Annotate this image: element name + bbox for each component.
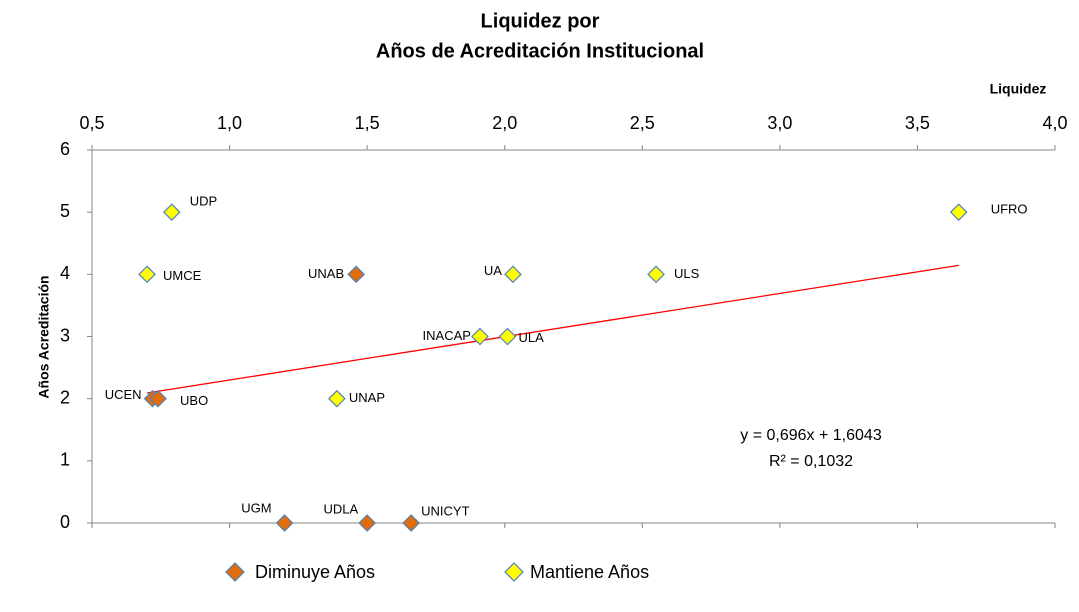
point-label: UNICYT bbox=[421, 503, 469, 518]
point-label: UA bbox=[484, 263, 502, 278]
x-axis-label: Liquidez bbox=[990, 81, 1047, 97]
x-tick-label: 0,5 bbox=[79, 113, 104, 133]
legend-label: Mantiene Años bbox=[530, 562, 649, 582]
point bbox=[949, 203, 968, 222]
legend-marker bbox=[504, 562, 524, 582]
y-tick-label: 4 bbox=[60, 263, 70, 283]
trend-equation: y = 0,696x + 1,6043 bbox=[740, 427, 882, 444]
point-label: UDP bbox=[190, 194, 217, 209]
point bbox=[138, 265, 156, 284]
point-label: UGM bbox=[241, 500, 271, 515]
point bbox=[358, 514, 376, 532]
trendline bbox=[146, 264, 959, 394]
x-tick-label: 3,5 bbox=[905, 113, 930, 133]
y-tick-label: 0 bbox=[60, 512, 70, 532]
point-label: INACAP bbox=[423, 328, 471, 343]
y-tick-label: 2 bbox=[60, 387, 70, 407]
y-tick-label: 5 bbox=[60, 201, 70, 221]
x-tick-label: 2,5 bbox=[630, 113, 655, 133]
point bbox=[402, 514, 421, 532]
point-label: UNAP bbox=[349, 390, 385, 405]
point bbox=[498, 327, 517, 346]
x-tick-label: 2,0 bbox=[492, 113, 517, 133]
y-tick-label: 3 bbox=[60, 325, 70, 345]
point bbox=[471, 327, 489, 346]
legend-marker bbox=[225, 562, 245, 582]
point-label: UBO bbox=[180, 393, 208, 408]
trend-r2: R² = 0,1032 bbox=[769, 453, 853, 470]
x-tick-label: 1,0 bbox=[217, 113, 242, 133]
point-label: UMCE bbox=[163, 268, 202, 283]
y-axis-label: Años Acreditación bbox=[36, 275, 52, 398]
point-label: UDLA bbox=[323, 501, 358, 516]
chart-subtitle: Años de Acreditación Institucional bbox=[376, 40, 704, 62]
x-tick-label: 4,0 bbox=[1042, 113, 1067, 133]
equation-box bbox=[708, 418, 914, 482]
point-label: UFRO bbox=[991, 202, 1028, 217]
x-tick-label: 1,5 bbox=[355, 113, 380, 133]
point bbox=[647, 265, 665, 284]
chart-title: Liquidez por bbox=[481, 10, 600, 32]
point bbox=[162, 203, 181, 222]
x-tick-label: 3,0 bbox=[767, 113, 792, 133]
point bbox=[275, 514, 294, 532]
point-label: UNAB bbox=[308, 266, 344, 281]
point-label: UCEN bbox=[105, 387, 142, 402]
point-label: ULA bbox=[518, 330, 544, 345]
y-tick-label: 6 bbox=[60, 139, 70, 159]
point bbox=[149, 389, 167, 408]
point bbox=[504, 265, 522, 284]
point-label: ULS bbox=[674, 266, 700, 281]
point bbox=[347, 265, 365, 284]
y-tick-label: 1 bbox=[60, 450, 70, 470]
point bbox=[328, 389, 346, 408]
legend-label: Diminuye Años bbox=[255, 562, 375, 582]
